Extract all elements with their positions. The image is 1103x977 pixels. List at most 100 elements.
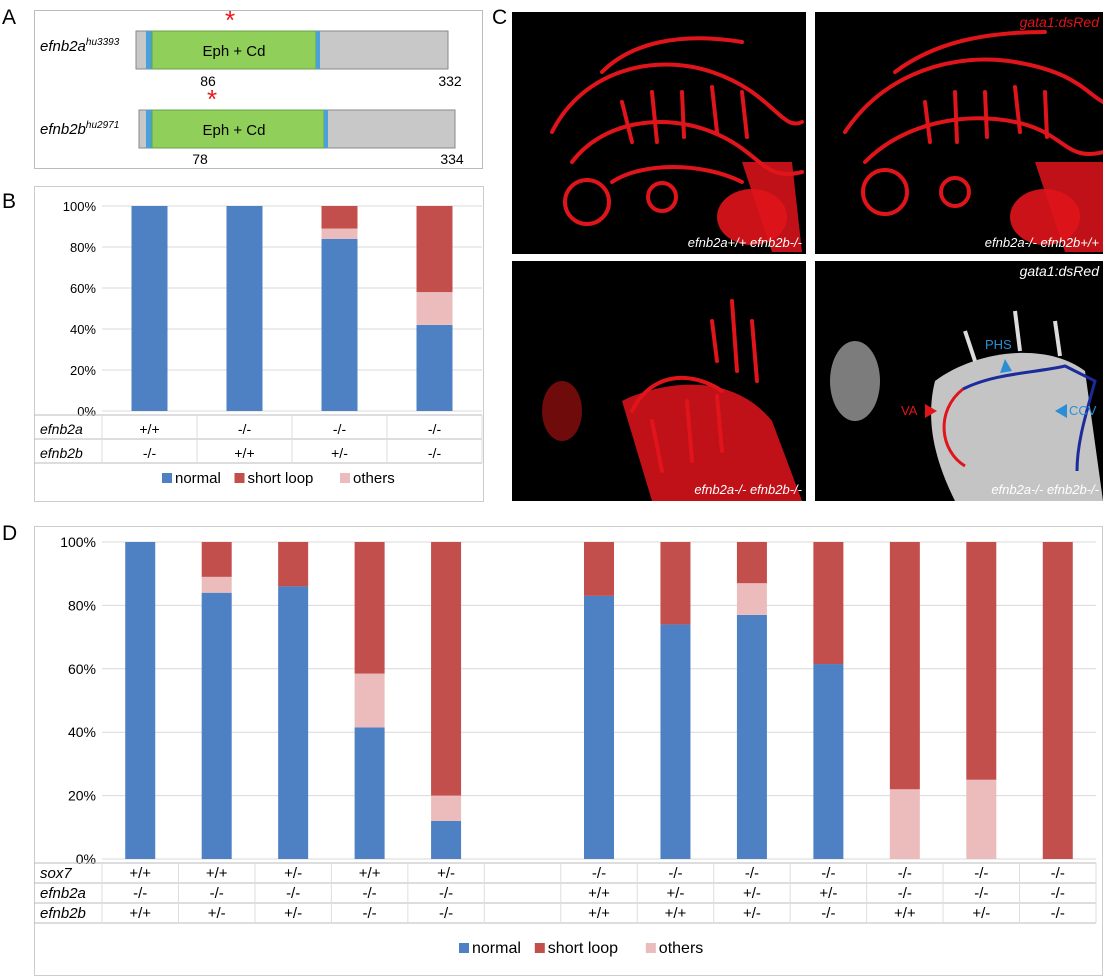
genotype-cell: +/- <box>331 445 348 461</box>
reporter-tag: gata1:dsRed <box>1019 263 1099 279</box>
genotype-label: efnb2a+/+ efnb2b-/- <box>687 235 802 250</box>
genotype-cell: -/- <box>668 865 682 882</box>
legend-label-others: others <box>659 940 703 957</box>
genotype-cell: -/- <box>821 865 835 882</box>
genotype-cell: -/- <box>133 885 147 902</box>
bar-segment-others <box>416 292 453 325</box>
y-tick-label: 20% <box>70 363 96 378</box>
signal-peptide <box>146 31 152 69</box>
bar-segment-short-loop <box>1042 542 1073 859</box>
genotype-row-label: efnb2b <box>40 905 86 922</box>
genotype-cell: +/+ <box>894 905 916 922</box>
reporter-tag: gata1:dsRed <box>1019 14 1099 30</box>
mutation-position: 78 <box>192 151 208 167</box>
micrograph-top-left: efnb2a+/+ efnb2b-/- <box>512 12 806 254</box>
protein-length: 334 <box>440 151 464 167</box>
bar-segment-others <box>354 673 385 728</box>
bar-segment-normal <box>354 727 385 859</box>
bar-segment-others <box>201 576 232 593</box>
genotype-row-label: efnb2b <box>40 445 83 461</box>
genotype-cell: +/- <box>437 865 455 882</box>
genotype-cell: -/- <box>210 885 224 902</box>
y-tick-label: 20% <box>68 788 96 804</box>
legend-swatch-normal <box>459 943 469 953</box>
bar-segment-short-loop <box>660 542 691 625</box>
y-tick-label: 60% <box>70 281 96 296</box>
bar-segment-others <box>736 583 767 615</box>
y-tick-label: 40% <box>68 724 96 740</box>
genotype-cell: +/+ <box>588 885 610 902</box>
eph-cd-domain <box>151 109 325 149</box>
genotype-cell: -/- <box>143 445 157 461</box>
bar-segment-short-loop <box>201 542 232 577</box>
genotype-cell: -/- <box>898 885 912 902</box>
bar-segment-short-loop <box>813 542 844 665</box>
panel-b-chart: 0% 20% 40% 60% 80% 100% efnb2a +/+ -/- -/- -/- efnb… <box>34 186 484 502</box>
bar-segment-normal <box>321 238 358 411</box>
tm-domain <box>324 110 328 148</box>
construct-efnb2a: efnb2ahu3393 Eph + Cd * 86 332 <box>40 10 462 89</box>
genotype-cell: -/- <box>1051 865 1065 882</box>
panel-letter-a: A <box>2 6 17 29</box>
genotype-cell: +/+ <box>359 865 381 882</box>
genotype-cell: +/- <box>284 865 302 882</box>
bar-segment-normal <box>125 542 156 859</box>
genotype-cell: -/- <box>1051 905 1065 922</box>
genotype-cell: -/- <box>333 421 347 437</box>
genotype-cell: +/+ <box>139 421 159 437</box>
genotype-cell: -/- <box>363 885 377 902</box>
bar-segment-short-loop <box>736 542 767 584</box>
panel-letter-c: C <box>492 6 508 29</box>
bar-segment-normal <box>416 324 453 411</box>
genotype-cell: -/- <box>363 905 377 922</box>
genotype-cell: -/- <box>428 445 442 461</box>
genotype-cell: +/- <box>743 905 761 922</box>
legend-swatch-normal <box>162 473 172 483</box>
genotype-cell: -/- <box>592 865 606 882</box>
bar-segment-short-loop <box>889 542 920 790</box>
y-tick-label: 80% <box>68 597 96 613</box>
genotype-cell: -/- <box>821 905 835 922</box>
protein-length: 332 <box>438 73 462 89</box>
bar-segment-normal <box>226 206 263 411</box>
bar-segment-normal <box>813 664 844 859</box>
domain-label: Eph + Cd <box>203 122 266 139</box>
genotype-cell: +/+ <box>129 865 151 882</box>
genotype-cell: -/- <box>974 885 988 902</box>
bar-segment-short-loop <box>431 542 462 796</box>
genotype-cell: -/- <box>974 865 988 882</box>
genotype-row-label: sox7 <box>40 865 72 882</box>
genotype-cell: +/- <box>208 905 226 922</box>
legend-label-normal: normal <box>472 940 521 957</box>
genotype-cell: -/- <box>439 905 453 922</box>
bar-segment-others <box>966 779 997 859</box>
genotype-cell: +/- <box>819 885 837 902</box>
legend-label-normal: normal <box>175 470 221 487</box>
genotype-label: efnb2a-/- efnb2b+/+ <box>984 235 1099 250</box>
genotype-cell: +/- <box>666 885 684 902</box>
y-tick-label: 40% <box>70 322 96 337</box>
genotype-label: efnb2a-/- efnb2b-/- <box>694 482 802 497</box>
construct-efnb2b: efnb2bhu2971 Eph + Cd * 78 334 <box>40 84 464 167</box>
genotype-cell: +/+ <box>588 905 610 922</box>
genotype-row-label: efnb2a <box>40 421 83 437</box>
bar-segment-short-loop <box>278 542 309 587</box>
panel-letter-d: D <box>2 522 18 545</box>
eph-cd-domain <box>151 30 317 70</box>
bar-segment-normal <box>736 614 767 859</box>
genotype-cell: +/+ <box>129 905 151 922</box>
construct-gene-label: efnb2bhu2971 <box>40 120 119 138</box>
bar-segment-others <box>321 228 358 239</box>
bar-segment-short-loop <box>416 206 453 293</box>
genotype-cell: -/- <box>439 885 453 902</box>
vessel-image <box>550 36 804 252</box>
genotype-cell: -/- <box>286 885 300 902</box>
mutation-position: 86 <box>200 73 216 89</box>
genotype-cell: +/- <box>972 905 990 922</box>
legend-label-short_loop: short loop <box>548 940 618 957</box>
bar-segment-others <box>431 795 462 821</box>
bar-segment-normal <box>131 206 168 411</box>
domain-label: Eph + Cd <box>203 43 266 60</box>
bar-segment-normal <box>660 624 691 859</box>
panel-d-chart: 0% 20% 40% 60% 80% 100% sox7 +/+ +/+ +/- +/+ +/- -/-… <box>34 526 1103 976</box>
